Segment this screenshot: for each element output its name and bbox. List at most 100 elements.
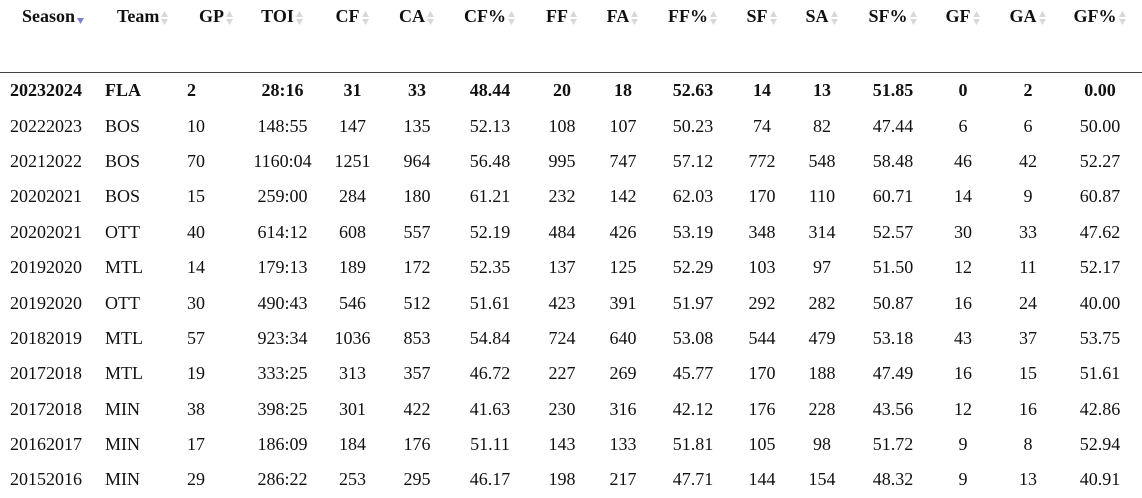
table-cell: 13 <box>813 80 831 101</box>
table-cell: 53.19 <box>672 221 714 242</box>
table-cell: 20172018 <box>10 363 82 384</box>
table-cell: 490:43 <box>257 292 308 313</box>
table-cell: 30 <box>954 221 972 242</box>
header-label: GF% <box>1073 6 1117 26</box>
table-cell: 422 <box>403 398 431 419</box>
header-label: FF <box>546 6 568 26</box>
column-header[interactable]: FF% <box>648 0 738 73</box>
table-cell: 228 <box>808 398 836 419</box>
table-cell: 179:13 <box>257 257 308 278</box>
column-header[interactable]: FF <box>526 0 598 73</box>
table-cell: 53.08 <box>672 327 714 348</box>
column-header[interactable]: GA <box>998 0 1058 73</box>
header-label: SF% <box>868 6 908 26</box>
table-cell: 546 <box>339 292 366 313</box>
header-label: CF <box>335 6 360 26</box>
column-header[interactable]: TOI <box>240 0 325 73</box>
table-cell: 43.56 <box>872 398 914 419</box>
column-header[interactable]: Team <box>95 0 175 73</box>
table-cell: FLA <box>105 80 141 101</box>
table-cell: 295 <box>403 469 431 490</box>
table-cell: 33 <box>408 80 426 101</box>
sort-arrow <box>361 10 369 25</box>
table-row: 20172018 MTL 19 333:25 313 357 46.72 227 269 45.7… <box>0 356 1142 391</box>
table-cell: 105 <box>748 434 776 455</box>
header-label: FF% <box>668 6 708 26</box>
table-cell: 51.61 <box>1079 363 1121 384</box>
sort-icon <box>226 10 233 25</box>
table-cell: 184 <box>339 434 366 455</box>
table-cell: 50.23 <box>672 115 714 136</box>
table-cell: 61.21 <box>469 186 511 207</box>
table-row: 20192020 OTT 30 490:43 546 512 51.61 423 391 51.9… <box>0 285 1142 320</box>
column-header[interactable]: SF <box>738 0 786 73</box>
sort-icon <box>909 10 917 25</box>
table-cell: MIN <box>105 469 140 490</box>
sort-arrow <box>710 10 717 25</box>
sort-icon <box>830 10 838 25</box>
column-header[interactable]: FA <box>598 0 648 73</box>
column-header[interactable]: GF <box>928 0 998 73</box>
header-label: Team <box>117 6 160 26</box>
table-row: 20212022 BOS 70 1160:04 1251 964 56.48 995 747 57… <box>0 144 1142 179</box>
table-cell: 189 <box>339 257 366 278</box>
column-header[interactable]: GF% <box>1058 0 1142 73</box>
column-header[interactable]: CA <box>380 0 454 73</box>
table-row: 20182019 MTL 57 923:34 1036 853 54.84 724 640 53.… <box>0 321 1142 356</box>
table-row: 20192020 MTL 14 179:13 189 172 52.35 137 125 52.2… <box>0 250 1142 285</box>
column-header[interactable]: CF <box>325 0 380 73</box>
table-cell: 313 <box>339 363 366 384</box>
sort-icon <box>361 10 369 25</box>
table-cell: 20152016 <box>10 469 82 490</box>
column-header[interactable]: GP <box>175 0 240 73</box>
table-cell: 52.13 <box>469 115 511 136</box>
table-cell: 20212022 <box>10 150 82 171</box>
sort-icon <box>1118 10 1126 25</box>
table-cell: 20182019 <box>10 327 82 348</box>
table-cell: 479 <box>808 327 836 348</box>
column-header[interactable]: CF% <box>454 0 526 73</box>
table-cell: 40 <box>187 221 205 242</box>
table-cell: 232 <box>548 186 576 207</box>
table-cell: 8 <box>1023 434 1033 455</box>
table-cell: MIN <box>105 434 140 455</box>
table-cell: 198 <box>548 469 576 490</box>
table-cell: 2 <box>1023 80 1033 101</box>
table-cell: 52.29 <box>672 257 714 278</box>
table-cell: MTL <box>105 363 143 384</box>
table-cell: 52.27 <box>1079 150 1121 171</box>
column-header[interactable]: SF% <box>858 0 928 73</box>
table-row: 20232024 FLA 2 28:16 31 33 48.44 20 18 52.63 14 13 5… <box>0 73 1142 109</box>
header-label: GA <box>1009 6 1037 26</box>
sort-icon <box>295 10 303 25</box>
table-cell: 230 <box>548 398 576 419</box>
table-cell: 31 <box>343 80 362 101</box>
table-cell: 52.35 <box>469 257 511 278</box>
table-cell: OTT <box>105 292 140 313</box>
column-header[interactable]: Season <box>0 0 95 73</box>
header-label: CA <box>399 6 425 26</box>
table-cell: 20202021 <box>10 186 82 207</box>
table-cell: 6 <box>958 115 968 136</box>
table-cell: 16 <box>954 292 972 313</box>
table-cell: 259:00 <box>257 186 308 207</box>
column-header[interactable]: SA <box>786 0 858 73</box>
sort-icon <box>508 10 515 25</box>
table-row: 20162017 MIN 17 186:09 184 176 51.11 143 133 51.8… <box>0 427 1142 462</box>
table-cell: 70 <box>187 150 205 171</box>
table-cell: 28:16 <box>261 80 304 101</box>
table-cell: 15 <box>187 186 205 207</box>
sort-arrow <box>1038 10 1046 25</box>
sort-icon <box>77 17 85 24</box>
table-cell: 12 <box>954 398 972 419</box>
table-cell: 1160:04 <box>253 150 312 171</box>
table-cell: 125 <box>609 257 637 278</box>
sort-icon <box>769 10 777 25</box>
table-cell: 853 <box>403 327 431 348</box>
table-cell: 52.19 <box>469 221 511 242</box>
table-cell: 12 <box>954 257 972 278</box>
table-cell: 51.72 <box>872 434 914 455</box>
table-cell: 170 <box>748 186 776 207</box>
